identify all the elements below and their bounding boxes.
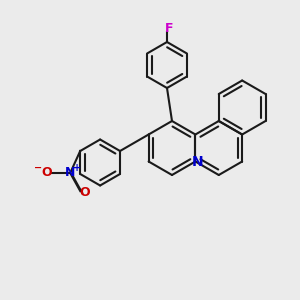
Text: +: +: [73, 163, 81, 173]
Text: O: O: [41, 167, 52, 179]
Text: −: −: [34, 163, 42, 173]
Text: F: F: [165, 22, 173, 35]
Text: N: N: [192, 154, 203, 169]
Text: N: N: [65, 167, 75, 179]
Text: O: O: [79, 187, 89, 200]
